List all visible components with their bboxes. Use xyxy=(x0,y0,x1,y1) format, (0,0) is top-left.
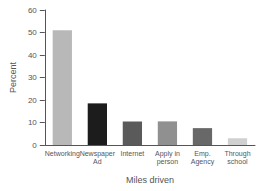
svg-text:person: person xyxy=(157,158,179,166)
svg-text:Miles driven: Miles driven xyxy=(126,175,174,185)
svg-text:Agency: Agency xyxy=(191,158,215,166)
svg-text:40: 40 xyxy=(28,51,37,60)
svg-text:10: 10 xyxy=(28,118,37,127)
svg-text:50: 50 xyxy=(28,28,37,37)
svg-text:Internet: Internet xyxy=(121,150,145,157)
svg-text:Emp.: Emp. xyxy=(194,150,210,158)
svg-text:60: 60 xyxy=(28,6,37,15)
svg-text:Ad: Ad xyxy=(93,158,102,165)
svg-text:30: 30 xyxy=(28,73,37,82)
svg-text:Apply in: Apply in xyxy=(155,150,180,158)
svg-text:school: school xyxy=(227,158,248,165)
svg-text:Through: Through xyxy=(224,150,250,158)
svg-text:Percent: Percent xyxy=(8,61,18,93)
svg-text:0: 0 xyxy=(32,141,37,150)
svg-text:Networking: Networking xyxy=(45,150,80,158)
svg-text:Newspaper: Newspaper xyxy=(80,150,116,158)
svg-text:20: 20 xyxy=(28,96,37,105)
